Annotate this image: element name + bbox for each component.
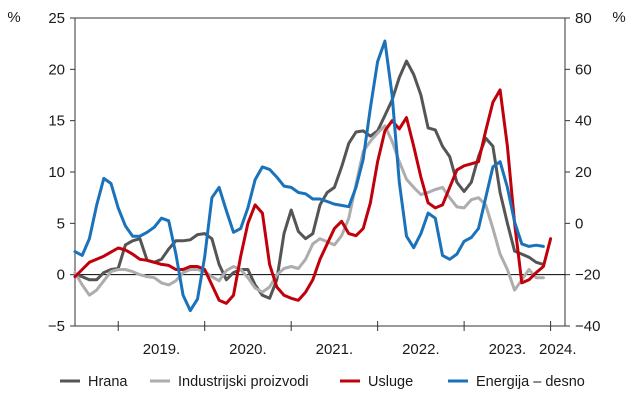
x-axis-year-label: 2022. xyxy=(402,341,440,358)
x-axis-year-label: 2021. xyxy=(316,341,354,358)
left-axis-tick-label: 5 xyxy=(57,215,65,232)
legend-label: Usluge xyxy=(368,374,413,390)
right-axis-tick-label: 20 xyxy=(575,164,592,181)
legend-label: Hrana xyxy=(88,374,128,390)
legend: Hrana Industrijski proizvodi Usluge Energij… xyxy=(60,374,585,390)
right-axis-tick-label: −20 xyxy=(575,267,600,284)
x-axis-year-label: 2023. xyxy=(489,341,527,358)
right-axis-tick-label: −40 xyxy=(575,318,600,335)
legend-label: Industrijski proizvodi xyxy=(178,374,309,390)
left-axis-unit: % xyxy=(7,9,20,26)
right-axis-tick-label: 0 xyxy=(575,215,583,232)
right-axis-tick-label: 80 xyxy=(575,10,592,27)
left-axis-tick-label: 25 xyxy=(48,10,65,27)
left-axis-tick-label: 20 xyxy=(48,61,65,78)
right-axis-unit: % xyxy=(612,9,625,26)
x-axis-year-label: 2019. xyxy=(143,341,181,358)
right-axis-tick-label: 60 xyxy=(575,61,592,78)
series-line-3 xyxy=(73,88,553,305)
series-line-4 xyxy=(73,39,545,313)
left-axis-tick-label: 15 xyxy=(48,113,65,130)
left-axis-tick-label: −5 xyxy=(48,318,65,335)
x-axis-year-label: 2024. xyxy=(539,341,577,358)
series-line-2 xyxy=(73,124,545,297)
series-layer xyxy=(73,39,553,313)
series-line-1 xyxy=(73,59,545,300)
right-axis-tick-label: 40 xyxy=(575,113,592,130)
axes: −5 0 5 10 15 20 25 −40 −20 0 20 40 60 80 2019. 2020. 202… xyxy=(48,10,601,358)
left-axis-tick-label: 10 xyxy=(48,164,65,181)
x-axis-year-label: 2020. xyxy=(229,341,267,358)
left-axis-tick-label: 0 xyxy=(57,267,65,284)
legend-label: Energija – desno xyxy=(476,374,585,390)
